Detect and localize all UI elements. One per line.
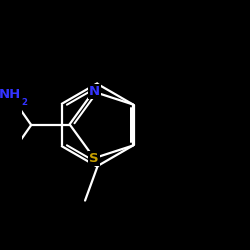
- Text: N: N: [88, 86, 100, 98]
- Text: NH: NH: [0, 88, 21, 101]
- Text: S: S: [89, 152, 99, 164]
- Text: 2: 2: [21, 98, 27, 108]
